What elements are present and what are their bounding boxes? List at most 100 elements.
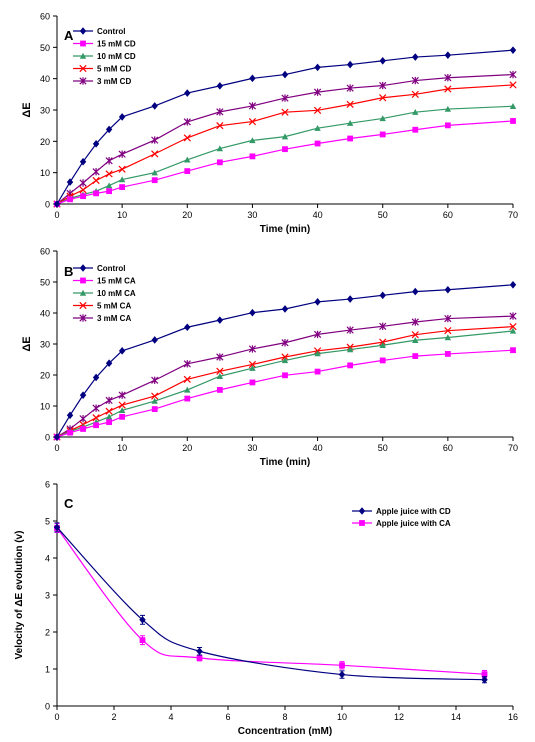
data-point [281,70,289,79]
data-point [216,82,224,90]
data-point [53,433,61,441]
data-point [105,413,113,420]
data-point [216,108,224,116]
data-point [79,415,87,423]
data-point [379,94,387,102]
data-point [92,168,100,176]
data-point [93,422,99,429]
data-point [119,184,126,190]
data-point [412,126,419,133]
data-point [248,102,257,110]
data-point [313,330,322,339]
data-point [151,177,158,184]
data-point [93,190,99,197]
x-tick-label: 4 [168,712,173,722]
legend-marker [79,289,87,296]
data-point [314,140,321,147]
legend-marker [79,27,87,35]
data-point [249,74,256,83]
panel-label: C [64,496,74,511]
x-tick-label: 60 [443,443,453,453]
data-point [92,176,100,185]
x-axis-label: Concentration (mM) [238,726,332,737]
data-point [184,168,191,174]
data-point [106,188,113,195]
data-point [106,419,113,426]
legend-marker [358,507,366,515]
x-tick-label: 70 [508,443,518,453]
data-point [53,200,61,208]
y-axis-label: ΔE [21,102,33,117]
y-tick-label: 0 [45,702,50,712]
data-point [509,327,517,334]
data-point [282,372,288,379]
data-point [509,46,517,54]
series-line [56,526,485,681]
data-point [249,364,256,371]
data-point [53,523,61,532]
data-point [347,362,354,369]
legend-label: Control [97,264,125,273]
x-tick-label: 70 [508,210,518,220]
data-point [66,411,74,420]
data-point [118,176,126,183]
series-10-mm-ca [53,327,517,440]
legend-label: Control [97,27,125,36]
data-point [313,88,322,96]
data-point [80,193,86,200]
data-point [282,146,288,153]
y-tick-label: 4 [45,554,50,564]
legend-marker [359,520,365,526]
y-tick-label: 6 [45,480,50,490]
y-tick-label: 50 [40,43,50,53]
y-tick-label: 30 [40,106,50,116]
data-point [281,357,289,364]
legend-marker [79,264,87,272]
series-line [56,120,514,205]
series-line [56,330,514,438]
data-point [248,360,257,369]
data-point [281,133,289,140]
data-point [79,179,87,187]
data-point [281,339,289,347]
data-point [281,108,289,116]
legend: Control 15 mM CD 10 mM CD 5 mM CD 3 mM CD [73,27,136,86]
data-point [92,373,100,382]
x-axis-label: Time (min) [260,224,310,235]
data-point [151,392,159,400]
legend-label: 15 mM CD [97,40,136,49]
panel-label: B [64,264,73,279]
y-tick-label: 30 [40,340,50,350]
data-point [151,136,159,144]
data-point [411,76,419,85]
data-point [151,102,158,110]
data-point [314,368,321,375]
data-point [151,336,158,344]
data-point [139,637,146,644]
data-point [216,122,224,130]
x-tick-label: 40 [313,443,323,453]
x-tick-label: 50 [378,443,388,453]
data-point [444,334,452,341]
chart-panel-B: 0 10 20 30 40 50 60 0 10 20 30 40 50 60 70 Time (min) ΔE… [21,247,518,469]
data-point [412,353,419,359]
data-point [314,63,321,72]
x-tick-label: 6 [225,712,230,722]
data-point [248,345,257,353]
data-point [313,106,322,114]
y-tick-label: 10 [40,402,50,412]
data-point [105,170,113,178]
data-point [411,331,419,339]
data-point [379,115,386,122]
data-point [510,118,516,124]
data-point [92,414,100,422]
data-point [509,81,517,89]
data-point [79,186,87,194]
data-point [151,376,159,384]
y-axis-label: Velocity of ΔE evolution (v) [14,531,25,660]
data-point [281,353,289,361]
series-line [56,105,514,205]
y-tick-label: 20 [40,371,50,381]
data-point [151,150,159,158]
data-point [411,318,419,326]
